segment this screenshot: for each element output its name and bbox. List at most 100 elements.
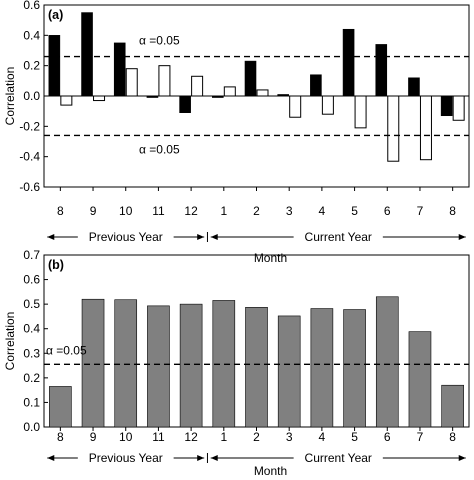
period-label: Current Year	[305, 451, 372, 465]
bar-series-2	[223, 86, 236, 97]
bar-series-1	[277, 315, 301, 428]
x-tick-label: 12	[184, 204, 198, 218]
threshold-label: α =0.05	[46, 343, 87, 357]
x-tick-label: 8	[57, 204, 64, 218]
bar-series-1	[408, 331, 432, 428]
bar-series-2	[158, 65, 171, 97]
bar-series-1	[343, 309, 366, 428]
y-tick-label: 0.6	[23, 0, 40, 12]
x-tick-label: 6	[384, 430, 391, 444]
y-tick-label: 0.1	[23, 395, 40, 409]
x-tick-label: 8	[449, 430, 456, 444]
y-tick-label: 0.0	[23, 420, 40, 434]
period-arrow-head-left	[47, 234, 55, 240]
x-tick-label: 5	[351, 204, 358, 218]
y-tick-label: -0.2	[19, 119, 40, 133]
bar-series-2	[452, 95, 465, 121]
x-tick-label: 5	[351, 430, 358, 444]
bar-series-2	[354, 95, 367, 129]
y-tick-label: 0.0	[23, 89, 40, 103]
bar-series-1	[49, 386, 72, 428]
y-tick-label: 0.7	[23, 248, 40, 262]
bar-series-1	[147, 305, 170, 428]
bar-series-1	[81, 12, 93, 97]
y-axis-label: Correlation	[3, 67, 17, 126]
y-tick-label: 0.4	[23, 322, 40, 336]
bar-series-1	[440, 95, 453, 117]
x-tick-label: 4	[319, 430, 326, 444]
bar-series-2	[256, 89, 269, 97]
x-tick-label: 10	[119, 204, 133, 218]
x-tick-label: 2	[253, 430, 260, 444]
bar-series-2	[93, 95, 106, 102]
x-tick-label: 12	[184, 430, 198, 444]
x-tick-label: 11	[152, 430, 165, 444]
bar-series-1	[375, 296, 399, 428]
period-label: Previous Year	[89, 230, 163, 244]
bar-series-1	[277, 94, 289, 97]
x-tick-label: 7	[417, 204, 424, 218]
chart-panel-b: 0.00.10.20.30.40.50.60.78 9 10 11 12 1 2 3 4 5 6 7 8…	[3, 248, 470, 478]
x-tick-label: 4	[319, 204, 326, 218]
period-arrow-head-right	[197, 455, 205, 461]
x-tick-label: 7	[417, 430, 424, 444]
panel-label: (b)	[48, 258, 64, 272]
x-tick-label: 9	[90, 204, 97, 218]
x-tick-label: 3	[286, 430, 293, 444]
bar-series-2	[289, 95, 302, 118]
period-arrow-head-right	[197, 234, 205, 240]
x-tick-label: 6	[384, 204, 391, 218]
x-tick-label: 3	[286, 204, 293, 218]
period-label: Current Year	[305, 230, 372, 244]
bar-series-1	[114, 299, 138, 428]
panel-label: (a)	[48, 8, 63, 22]
period-arrow-head-right	[458, 455, 466, 461]
x-tick-label: 10	[119, 430, 133, 444]
chart-panel-a: -0.6-0.4-0.20.00.20.40.68 9 10 11 12 1 2 3 4 5 6 7 8…	[3, 0, 470, 265]
y-tick-label: -0.4	[19, 150, 40, 164]
x-tick-label: 1	[220, 204, 227, 218]
bar-series-1	[375, 44, 388, 97]
period-arrow-head-left	[210, 455, 218, 461]
bar-series-2	[191, 75, 204, 97]
bar-series-1	[179, 303, 203, 428]
bar-series-2	[387, 95, 400, 162]
threshold-label: α =0.05	[139, 34, 180, 48]
threshold-label: α =0.05	[139, 142, 180, 156]
bar-series-1	[48, 35, 61, 97]
y-tick-label: -0.6	[19, 180, 40, 194]
bar-series-1	[441, 384, 464, 428]
bar-series-2	[125, 68, 138, 97]
period-label: Previous Year	[89, 451, 163, 465]
x-tick-label: 9	[90, 430, 97, 444]
y-tick-label: 0.6	[23, 273, 40, 287]
period-arrow-head-right	[458, 234, 466, 240]
bar-series-1	[81, 298, 105, 428]
bar-series-1	[310, 74, 322, 97]
bar-series-1	[146, 95, 159, 98]
y-tick-label: 0.5	[23, 297, 40, 311]
y-tick-label: 0.3	[23, 346, 40, 360]
period-arrow-head-left	[47, 455, 55, 461]
period-arrow-head-left	[210, 234, 218, 240]
bar-series-1	[113, 42, 126, 97]
y-tick-label: 0.2	[23, 371, 40, 385]
bar-series-2	[419, 95, 432, 161]
y-tick-label: 0.4	[23, 28, 40, 42]
y-axis-label: Correlation	[3, 312, 17, 371]
x-tick-label: 2	[253, 204, 260, 218]
bar-series-1	[212, 95, 224, 98]
x-axis-label: Month	[254, 251, 287, 265]
x-tick-label: 8	[449, 204, 456, 218]
x-tick-label: 11	[152, 204, 165, 218]
bar-series-2	[321, 95, 334, 115]
bar-series-1	[179, 95, 191, 113]
bar-series-1	[245, 307, 268, 428]
bar-series-1	[342, 28, 355, 97]
x-tick-label: 8	[57, 430, 64, 444]
y-tick-label: 0.2	[23, 59, 40, 73]
x-tick-label: 1	[220, 430, 227, 444]
bar-series-1	[408, 77, 420, 97]
bar-series-1	[310, 308, 334, 428]
